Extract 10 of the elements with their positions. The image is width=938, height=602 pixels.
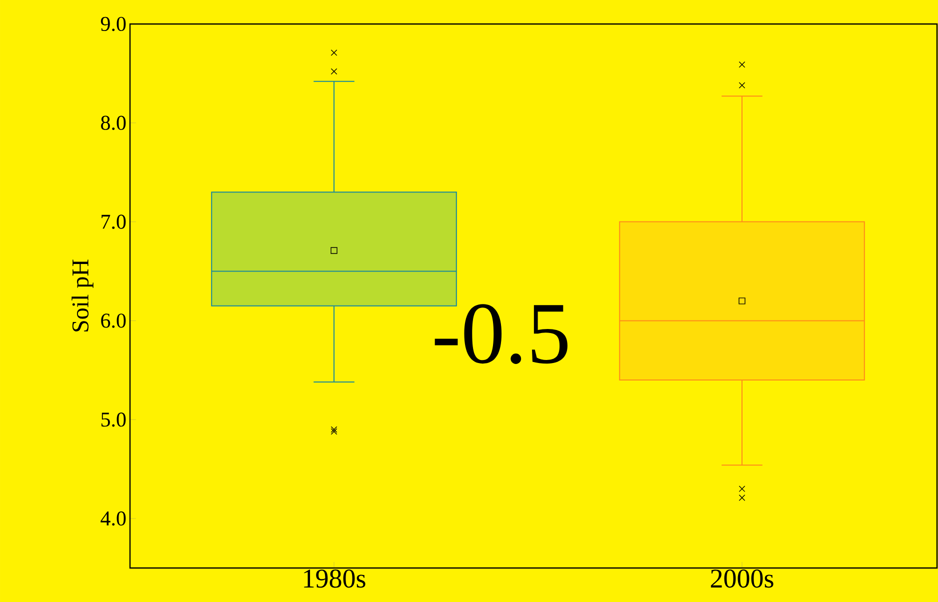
y-tick-label: 4.0 (100, 511, 126, 526)
x-tick-label: 2000s (710, 570, 774, 588)
y-tick-label: 9.0 (100, 16, 126, 32)
y-tick-label: 5.0 (101, 412, 126, 427)
annotation: -0.5 (434, 304, 568, 364)
y-tick-label: 8.0 (101, 116, 126, 130)
y-tick-label: 6.0 (101, 314, 126, 328)
y-axis-title: Soil pH (72, 260, 94, 332)
x-tick-label: 1980s (304, 570, 366, 588)
y-tick-label: 7.0 (102, 214, 126, 229)
